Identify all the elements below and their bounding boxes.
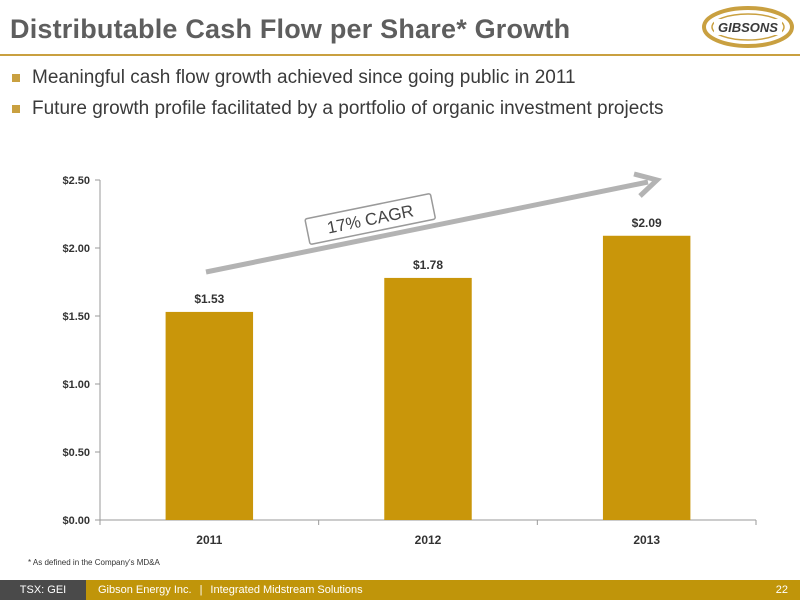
- bar-2013: [602, 235, 691, 520]
- bar-2011: [165, 311, 254, 520]
- y-tick-label: $1.00: [62, 379, 90, 391]
- bullet-item: Future growth profile facilitated by a p…: [12, 98, 664, 120]
- y-tick-label: $0.00: [62, 515, 90, 527]
- data-label-2012: $1.78: [413, 258, 443, 272]
- logo-ring-inner: [711, 13, 785, 41]
- gibsons-logo: GIBSONS: [702, 6, 794, 48]
- bar-2012: [384, 277, 472, 520]
- bullet-list: Meaningful cash flow growth achieved sin…: [12, 67, 664, 129]
- data-label-2013: $2.09: [632, 216, 662, 230]
- bullet-square-icon: [12, 105, 20, 113]
- logo-text: GIBSONS: [718, 20, 778, 35]
- footer-ticker: TSX: GEI: [0, 580, 86, 600]
- y-tick-label: $2.00: [62, 243, 90, 255]
- bullet-square-icon: [12, 74, 20, 82]
- footer-separator: |: [199, 584, 203, 596]
- x-tick-label: 2012: [415, 533, 442, 547]
- footnote: * As defined in the Company's MD&A: [28, 558, 160, 567]
- data-label-2011: $1.53: [194, 292, 224, 306]
- cagr-arrow-shaft: [205, 179, 649, 275]
- bullet-item: Meaningful cash flow growth achieved sin…: [12, 67, 664, 89]
- cagr-box: [304, 193, 436, 245]
- slide-footer: TSX: GEI Gibson Energy Inc. | Integrated M…: [0, 580, 800, 600]
- page-number: 22: [775, 584, 788, 596]
- y-tick-label: $2.50: [62, 175, 90, 187]
- footer-company-name: Gibson Energy Inc.: [98, 584, 192, 596]
- logo-ring-outer: [702, 6, 794, 48]
- dcf-bar-chart: $0.00 $0.50 $1.00 $1.50 $2.00 $2.50 $1.53 2011 $…: [62, 171, 757, 547]
- y-tick-label: $1.50: [62, 311, 90, 323]
- x-tick-label: 2011: [196, 533, 222, 547]
- footer-company: Gibson Energy Inc. | Integrated Midstream …: [98, 580, 363, 600]
- slide-title: Distributable Cash Flow per Share* Growt…: [10, 14, 571, 44]
- footer-tagline: Integrated Midstream Solutions: [210, 584, 363, 596]
- title-divider: [0, 54, 800, 56]
- bullet-text: Future growth profile facilitated by a p…: [32, 98, 664, 119]
- y-tick-label: $0.50: [62, 447, 90, 459]
- x-tick-label: 2013: [633, 533, 660, 547]
- cagr-arrow-head-icon: [633, 171, 663, 198]
- bullet-text: Meaningful cash flow growth achieved sin…: [32, 67, 576, 88]
